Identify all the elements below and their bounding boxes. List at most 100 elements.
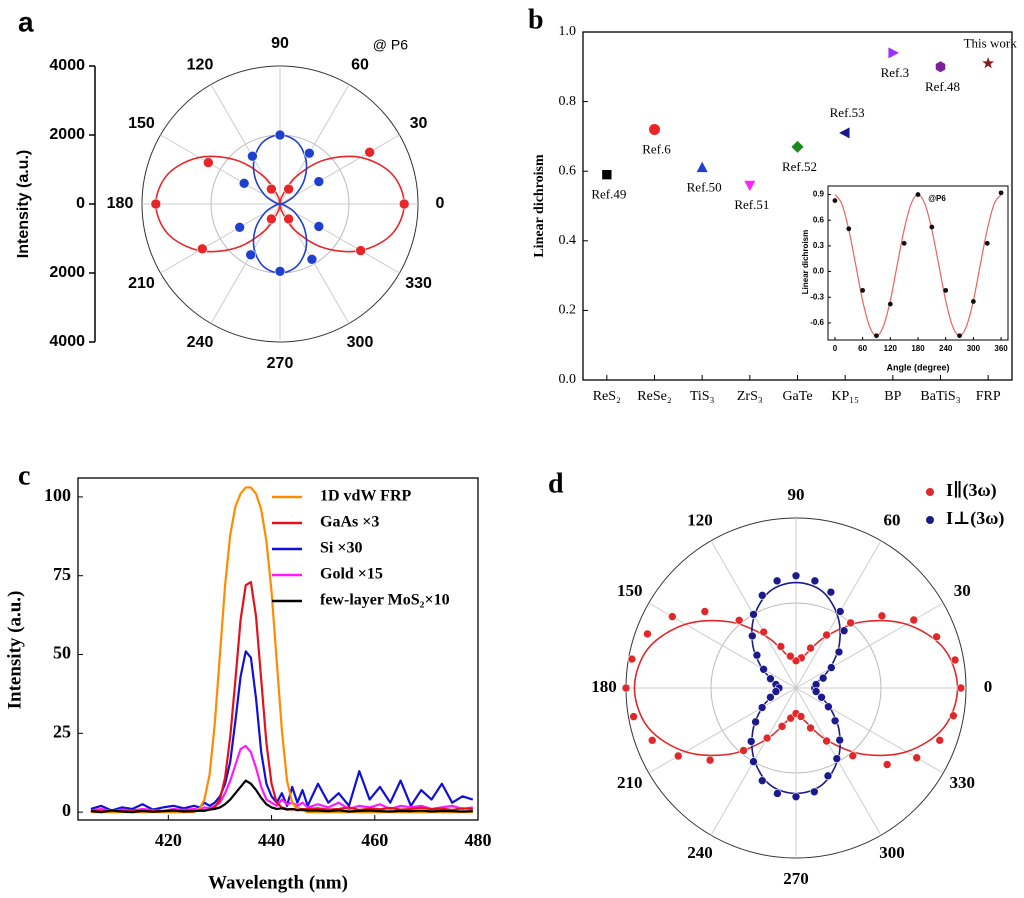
annotation: @ P6 xyxy=(373,37,408,53)
r-tick-label: 4000 xyxy=(49,333,85,350)
data-point xyxy=(901,240,907,246)
data-point xyxy=(796,712,806,721)
data-point xyxy=(627,654,637,664)
data-point xyxy=(274,129,286,141)
point-label: Ref.51 xyxy=(734,197,769,212)
spoke xyxy=(160,134,281,205)
point-label-group: Ref.53 xyxy=(830,105,865,120)
data-point xyxy=(150,198,162,210)
y-tick-label: 1.0 xyxy=(559,24,577,39)
angle-label: 90 xyxy=(788,485,805,504)
data-point xyxy=(860,287,866,293)
y-tick-label: 25 xyxy=(53,721,71,741)
legend-label: I⊥(3ω) xyxy=(946,508,1004,529)
data-point xyxy=(746,737,756,746)
data-point xyxy=(810,576,820,586)
angle-label: 0 xyxy=(436,195,445,212)
point-label-group: Ref.6 xyxy=(642,141,671,156)
data-point xyxy=(766,674,775,683)
point-label-group: Ref.48 xyxy=(925,79,960,94)
plot-frame xyxy=(77,477,479,821)
x-tick-label: 480 xyxy=(465,830,492,850)
angle-label: 330 xyxy=(950,773,976,792)
data-point xyxy=(950,655,960,665)
point-label: Ref.50 xyxy=(687,180,722,195)
point-label: Ref.3 xyxy=(881,65,910,80)
scatter-plot: -0.6 -0.3 0.0 0.3 0.6 0.9 0 60 120 180 240 300 360 @P… xyxy=(801,185,1009,372)
data-point xyxy=(649,123,660,135)
spoke xyxy=(210,203,281,324)
data-point xyxy=(313,176,325,187)
y-tick-label: -0.6 xyxy=(810,318,824,327)
data-point xyxy=(984,240,990,246)
data-point xyxy=(846,618,855,628)
data-point xyxy=(739,746,748,755)
data-point xyxy=(932,632,941,642)
data-point xyxy=(759,664,768,674)
legend-label: few-layer MoS₂×10 xyxy=(320,592,450,609)
data-point xyxy=(757,703,767,712)
data-point xyxy=(602,170,612,180)
x-tick-label: KP₁₅ xyxy=(831,389,859,404)
data-point xyxy=(772,576,782,586)
y-tick-label: 50 xyxy=(53,643,71,663)
data-point xyxy=(776,642,786,651)
data-point xyxy=(696,161,708,173)
point-label-group: This work xyxy=(964,35,1018,50)
y-axis-label: Linear dichroism xyxy=(532,154,547,258)
data-point xyxy=(744,180,756,192)
data-point xyxy=(283,183,294,195)
point-label: This work xyxy=(964,35,1018,50)
data-point xyxy=(197,243,208,255)
y-tick-label: 0.8 xyxy=(559,94,577,109)
y-axis-label: Intensity (a.u.) xyxy=(4,591,25,710)
y-tick-label: 0.4 xyxy=(559,233,577,248)
data-point xyxy=(791,140,804,153)
spoke xyxy=(648,687,797,774)
angle-label: 120 xyxy=(187,57,214,74)
data-point xyxy=(810,787,819,797)
y-tick-label: 100 xyxy=(44,485,71,505)
data-point xyxy=(629,712,638,721)
data-point xyxy=(827,663,836,672)
data-point xyxy=(759,627,769,637)
series-line xyxy=(90,580,473,813)
x-tick-label: GaTe xyxy=(782,389,812,404)
angle-label: 330 xyxy=(405,275,432,292)
point-label: Ref.52 xyxy=(782,159,817,174)
data-point xyxy=(752,650,762,660)
legend-marker xyxy=(926,488,934,496)
data-point xyxy=(877,611,887,621)
data-point xyxy=(306,253,318,265)
data-point xyxy=(912,753,922,763)
angle-label: 60 xyxy=(884,511,901,530)
data-point xyxy=(998,190,1004,196)
data-point xyxy=(705,755,715,765)
angle-label: 180 xyxy=(107,195,134,212)
data-point xyxy=(839,127,850,139)
data-point xyxy=(777,722,787,731)
angle-label: 210 xyxy=(617,773,643,792)
data-point xyxy=(647,736,657,745)
angle-label: 90 xyxy=(271,35,289,52)
x-tick-label: ReS₂ xyxy=(593,389,621,404)
data-point xyxy=(822,736,831,746)
spoke xyxy=(279,134,400,205)
x-tick-label: BP xyxy=(884,389,901,404)
data-point xyxy=(791,656,801,666)
data-point xyxy=(202,157,214,168)
data-point xyxy=(957,333,962,339)
x-tick-label: 0 xyxy=(833,344,838,353)
r-tick-label: 0 xyxy=(76,195,85,212)
data-point xyxy=(846,226,852,232)
data-point xyxy=(956,683,966,693)
x-axis-label: Angle (degree) xyxy=(886,362,949,372)
legend-label: Si ×30 xyxy=(320,540,362,557)
legend-label: I∥(3ω) xyxy=(946,480,997,501)
data-point xyxy=(245,249,256,261)
data-point xyxy=(313,221,325,232)
data-point xyxy=(786,651,795,661)
data-point xyxy=(266,213,277,225)
y-tick-label: 0.9 xyxy=(813,190,825,199)
x-axis-label: Wavelength (nm) xyxy=(208,872,348,893)
